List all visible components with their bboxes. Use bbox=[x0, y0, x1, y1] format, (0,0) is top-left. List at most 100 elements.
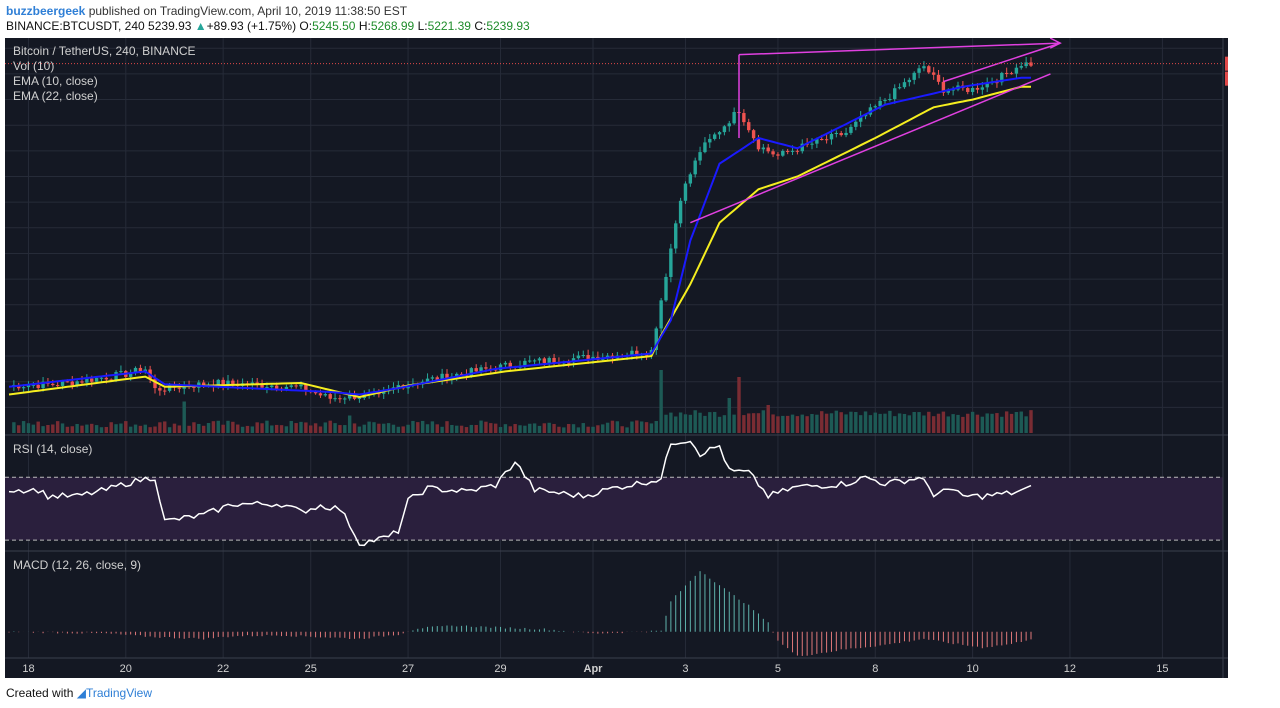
volume-bar bbox=[231, 421, 235, 433]
username-link[interactable]: buzzbeergeek bbox=[6, 4, 86, 18]
date-tick-label: 22 bbox=[217, 663, 229, 675]
volume-bar bbox=[571, 424, 576, 433]
volume-bar bbox=[435, 424, 439, 433]
created-with-text: Created with bbox=[6, 686, 74, 700]
candle-body bbox=[820, 139, 824, 141]
volume-bar bbox=[946, 416, 950, 433]
volume-bar bbox=[785, 415, 790, 433]
candle-body bbox=[771, 151, 775, 155]
candle-body bbox=[523, 360, 527, 366]
candle-body bbox=[182, 385, 186, 389]
volume-bar bbox=[396, 426, 401, 433]
volume-bar bbox=[153, 426, 157, 433]
candle-body bbox=[138, 367, 143, 373]
volume-bar bbox=[75, 424, 79, 433]
volume-bar bbox=[119, 423, 123, 433]
volume-bar bbox=[255, 422, 259, 433]
candle-body bbox=[922, 66, 926, 69]
candle-body bbox=[284, 386, 289, 390]
date-tick-label: Apr bbox=[584, 663, 604, 675]
candle-body bbox=[114, 372, 118, 380]
candle-body bbox=[153, 378, 157, 389]
volume-bar bbox=[810, 414, 814, 433]
volume-bar bbox=[966, 413, 970, 433]
chart-svg[interactable]: 5300.005200.005100.005000.004900.004800.… bbox=[5, 37, 1273, 678]
volume-bars bbox=[12, 370, 1033, 433]
volume-bar bbox=[635, 420, 639, 433]
volume-bar bbox=[591, 426, 595, 433]
high-value: 5268.99 bbox=[370, 19, 415, 33]
volume-bar bbox=[941, 411, 946, 433]
volume-bar bbox=[411, 420, 415, 433]
tradingview-logo-icon[interactable]: ◢ bbox=[76, 686, 86, 700]
macd-pane bbox=[5, 550, 1228, 659]
candle-body bbox=[1009, 73, 1014, 75]
candle-body bbox=[785, 150, 790, 152]
ohlc-line: BINANCE:BTCUSDT, 240 5239.93 ▲+89.93 (+1… bbox=[6, 19, 530, 33]
candle-body bbox=[445, 373, 449, 381]
candle-body bbox=[90, 378, 94, 382]
volume-bar bbox=[192, 422, 196, 433]
volume-bar bbox=[547, 422, 551, 433]
candle-body bbox=[294, 385, 298, 387]
volume-bar bbox=[347, 415, 352, 433]
candle-body bbox=[255, 382, 259, 384]
volume-bar bbox=[824, 413, 829, 433]
candle-body bbox=[727, 123, 731, 127]
candle-body bbox=[766, 147, 770, 152]
date-tick-label: 25 bbox=[305, 663, 317, 675]
volume-bar bbox=[474, 424, 478, 433]
candle-body bbox=[343, 398, 347, 400]
candle-body bbox=[474, 368, 478, 372]
volume-bar bbox=[1029, 410, 1033, 433]
volume-bar bbox=[820, 411, 824, 433]
volume-bar bbox=[99, 427, 104, 433]
date-tick-label: 3 bbox=[682, 663, 688, 675]
volume-bar bbox=[187, 425, 191, 433]
candle-body bbox=[941, 81, 946, 93]
volume-bar bbox=[51, 424, 55, 433]
candle-body bbox=[931, 72, 936, 75]
volume-bar bbox=[182, 401, 186, 433]
candle-body bbox=[31, 384, 36, 386]
candle-body bbox=[231, 380, 235, 384]
volume-bar bbox=[659, 370, 663, 433]
candle-body bbox=[484, 367, 488, 369]
volume-bar bbox=[201, 425, 206, 433]
volume-bar bbox=[343, 425, 347, 433]
volume-bar bbox=[669, 412, 673, 433]
volume-bar bbox=[1004, 411, 1009, 433]
tradingview-brand[interactable]: TradingView bbox=[85, 686, 152, 700]
publisher-line: buzzbeergeek published on TradingView.co… bbox=[6, 4, 407, 18]
chart-container[interactable]: 5300.005200.005100.005000.004900.004800.… bbox=[5, 37, 1273, 678]
candle-body bbox=[1004, 72, 1009, 74]
volume-bar bbox=[975, 414, 980, 433]
volume-bar bbox=[240, 426, 245, 433]
volume-bar bbox=[722, 415, 727, 433]
candle-body bbox=[781, 150, 785, 156]
candle-body bbox=[377, 393, 381, 395]
candle-body bbox=[60, 381, 65, 386]
volume-bar bbox=[274, 424, 279, 433]
volume-bar bbox=[406, 424, 410, 433]
volume-bar bbox=[309, 425, 313, 433]
volume-bar bbox=[1009, 413, 1014, 433]
volume-bar bbox=[776, 416, 780, 433]
volume-bar bbox=[712, 411, 717, 433]
candle-body bbox=[946, 90, 950, 93]
volume-bar bbox=[674, 416, 678, 433]
volume-bar bbox=[844, 414, 848, 433]
candle-body bbox=[347, 393, 352, 399]
candle-body bbox=[795, 150, 800, 152]
candle-body bbox=[163, 390, 167, 392]
volume-bar bbox=[70, 426, 74, 433]
candle-body bbox=[703, 142, 707, 153]
candle-body bbox=[469, 368, 474, 376]
volume-bar bbox=[440, 426, 444, 433]
candle-body bbox=[260, 383, 264, 388]
volume-bar bbox=[639, 421, 644, 433]
candle-body bbox=[435, 377, 439, 381]
candle-body bbox=[270, 385, 274, 388]
volume-bar bbox=[678, 412, 683, 433]
volume-bar bbox=[576, 427, 581, 433]
